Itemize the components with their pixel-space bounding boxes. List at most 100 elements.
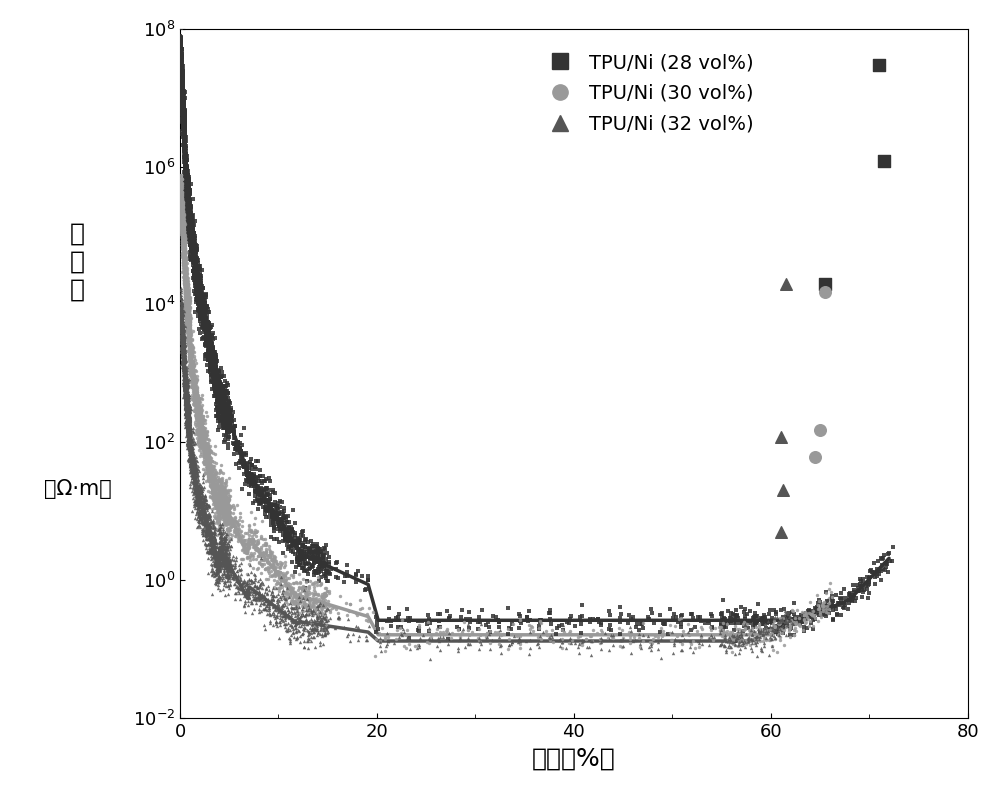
Point bbox=[290, 532, 306, 544]
Point bbox=[208, 493, 224, 505]
Point bbox=[194, 485, 210, 498]
Point bbox=[692, 634, 708, 647]
Point bbox=[183, 427, 199, 440]
Point bbox=[179, 286, 195, 299]
Point bbox=[217, 399, 233, 412]
Point bbox=[198, 439, 214, 452]
Point bbox=[747, 634, 763, 646]
Point bbox=[201, 447, 217, 460]
Point bbox=[175, 339, 191, 351]
Point bbox=[180, 198, 196, 210]
Point bbox=[190, 288, 206, 301]
Point bbox=[182, 207, 198, 220]
Point bbox=[724, 632, 740, 645]
Point bbox=[193, 304, 209, 316]
Point bbox=[213, 490, 229, 503]
Point bbox=[192, 263, 208, 276]
Point bbox=[178, 185, 194, 198]
Point bbox=[179, 194, 195, 206]
Point bbox=[256, 590, 272, 603]
Point bbox=[178, 179, 194, 191]
Point bbox=[177, 285, 193, 297]
Point bbox=[181, 219, 197, 232]
Point bbox=[178, 409, 194, 422]
Point bbox=[186, 460, 202, 473]
Point bbox=[216, 536, 232, 549]
Point bbox=[173, 177, 189, 190]
Point bbox=[218, 430, 234, 442]
Point bbox=[187, 460, 203, 473]
Point bbox=[198, 514, 214, 527]
Point bbox=[201, 316, 217, 329]
Point bbox=[248, 454, 264, 467]
Point bbox=[321, 555, 337, 568]
Point bbox=[180, 190, 196, 202]
Point bbox=[464, 626, 480, 638]
Point bbox=[181, 302, 197, 315]
Point bbox=[182, 350, 198, 362]
Point bbox=[178, 305, 194, 318]
Point bbox=[178, 170, 194, 183]
Point bbox=[184, 221, 200, 234]
Point bbox=[175, 97, 191, 109]
Point bbox=[185, 460, 201, 473]
Point bbox=[214, 505, 230, 518]
Point bbox=[178, 403, 194, 416]
Point bbox=[310, 626, 326, 639]
Point bbox=[241, 588, 257, 600]
Point bbox=[195, 422, 211, 434]
Point bbox=[272, 501, 288, 513]
Point bbox=[174, 228, 190, 240]
Point bbox=[192, 273, 208, 286]
Point bbox=[202, 479, 218, 492]
Point bbox=[199, 331, 215, 344]
Point bbox=[194, 523, 210, 536]
Point bbox=[178, 389, 194, 402]
Point bbox=[178, 385, 194, 398]
Point bbox=[195, 501, 211, 514]
Point bbox=[318, 553, 334, 566]
Point bbox=[175, 254, 191, 267]
Point bbox=[203, 353, 219, 365]
Point bbox=[207, 540, 223, 553]
Point bbox=[313, 590, 329, 603]
Point bbox=[224, 410, 240, 422]
Point bbox=[583, 634, 599, 647]
Point bbox=[302, 551, 318, 564]
Point bbox=[730, 612, 746, 625]
Point bbox=[177, 138, 193, 151]
Point bbox=[244, 459, 260, 471]
Point bbox=[176, 120, 192, 133]
Point bbox=[175, 343, 191, 355]
Point bbox=[190, 497, 206, 509]
Point bbox=[181, 429, 197, 441]
Point bbox=[173, 174, 189, 187]
Point bbox=[178, 176, 194, 189]
Point bbox=[224, 424, 240, 437]
Point bbox=[180, 424, 196, 437]
Point bbox=[210, 571, 226, 584]
Point bbox=[181, 403, 197, 415]
Point bbox=[176, 377, 192, 389]
Point bbox=[174, 204, 190, 217]
Point bbox=[210, 407, 226, 419]
Point bbox=[185, 368, 201, 380]
Point bbox=[198, 329, 214, 342]
Point bbox=[206, 346, 222, 359]
Point bbox=[174, 316, 190, 329]
Point bbox=[219, 509, 235, 522]
Point bbox=[207, 365, 223, 377]
Point bbox=[184, 361, 200, 374]
Point bbox=[180, 299, 196, 312]
Point bbox=[178, 414, 194, 426]
Point bbox=[181, 425, 197, 437]
Point bbox=[175, 329, 191, 342]
Point bbox=[745, 616, 761, 629]
Point bbox=[180, 195, 196, 207]
Point bbox=[178, 407, 194, 419]
Point bbox=[174, 50, 190, 62]
Point bbox=[180, 287, 196, 300]
Point bbox=[174, 335, 190, 347]
Point bbox=[181, 221, 197, 234]
Point bbox=[193, 270, 209, 282]
